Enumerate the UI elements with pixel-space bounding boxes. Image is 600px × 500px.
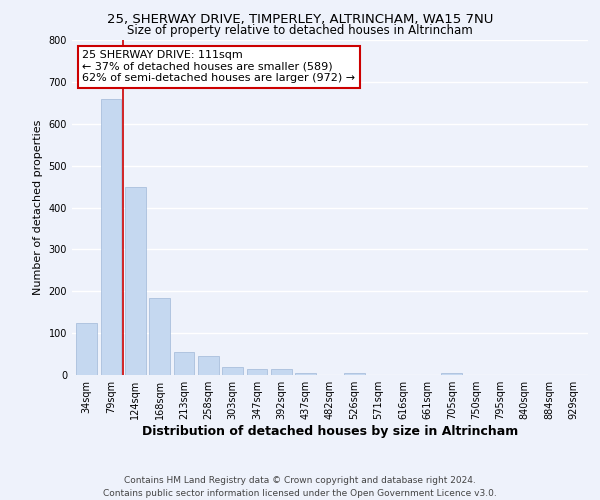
Text: 25 SHERWAY DRIVE: 111sqm
← 37% of detached houses are smaller (589)
62% of semi-: 25 SHERWAY DRIVE: 111sqm ← 37% of detach…	[82, 50, 355, 83]
Bar	[222, 366, 243, 375]
Bar	[173, 352, 194, 375]
Bar	[344, 373, 365, 375]
Bar	[295, 373, 316, 375]
Text: Size of property relative to detached houses in Altrincham: Size of property relative to detached ho…	[127, 24, 473, 37]
Text: Contains HM Land Registry data © Crown copyright and database right 2024.
Contai: Contains HM Land Registry data © Crown c…	[103, 476, 497, 498]
Bar	[442, 373, 462, 375]
X-axis label: Distribution of detached houses by size in Altrincham: Distribution of detached houses by size …	[142, 425, 518, 438]
Text: 25, SHERWAY DRIVE, TIMPERLEY, ALTRINCHAM, WA15 7NU: 25, SHERWAY DRIVE, TIMPERLEY, ALTRINCHAM…	[107, 12, 493, 26]
Bar	[101, 98, 121, 375]
Bar	[247, 368, 268, 375]
Bar	[149, 298, 170, 375]
Bar	[76, 322, 97, 375]
Bar	[125, 186, 146, 375]
Bar	[198, 356, 218, 375]
Bar	[271, 368, 292, 375]
Y-axis label: Number of detached properties: Number of detached properties	[33, 120, 43, 295]
